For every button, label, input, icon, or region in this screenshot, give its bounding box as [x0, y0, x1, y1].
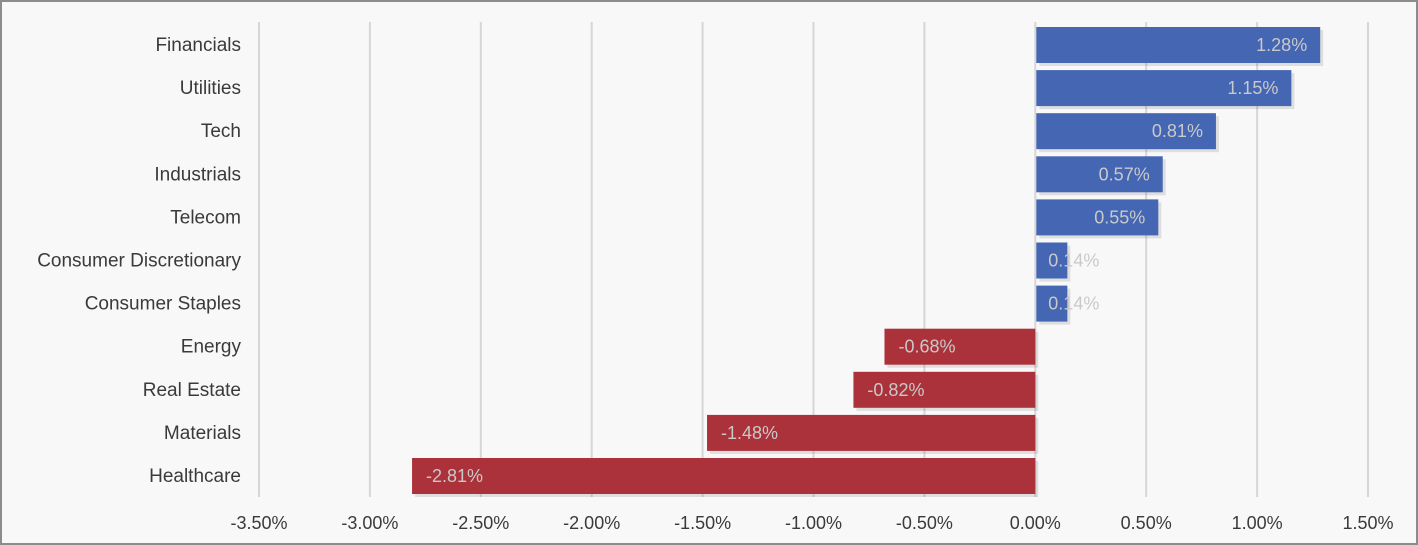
bar [1036, 27, 1321, 63]
data-label: 0.57% [1099, 164, 1150, 184]
value-axis: -3.50% -3.00% -2.50% -2.00% -1.50% -1.00% -0.5… [230, 513, 1393, 533]
x-tick-label: -2.00% [563, 513, 620, 533]
data-label: -0.68% [898, 337, 955, 357]
data-label: 1.28% [1256, 35, 1307, 55]
data-label: -0.82% [867, 380, 924, 400]
data-label: 0.14% [1048, 294, 1099, 314]
x-tick-label: -1.00% [785, 513, 842, 533]
category-label: Telecom [170, 207, 241, 228]
category-label: Utilities [180, 78, 241, 99]
category-label: Industrials [154, 164, 241, 185]
bar [1036, 113, 1216, 150]
data-label: -2.81% [426, 466, 483, 486]
bar [1036, 285, 1068, 322]
category-label: Tech [201, 121, 241, 142]
bar [1036, 242, 1068, 279]
bar [853, 371, 1036, 408]
data-label: 0.81% [1152, 121, 1203, 141]
category-axis: Financials Utilities Tech Industrials Teleco… [37, 35, 241, 487]
bars [412, 27, 1324, 497]
bar [412, 458, 1036, 494]
x-tick-label: -3.50% [230, 513, 287, 533]
bar [1036, 70, 1292, 107]
x-tick-label: 0.00% [1010, 513, 1061, 533]
data-label: -1.48% [721, 423, 778, 443]
category-label: Consumer Discretionary [37, 251, 241, 272]
x-tick-label: -3.00% [341, 513, 398, 533]
data-labels: 1.28% 1.15% 0.81% 0.57% 0.55% 0.14% 0.14% -0.68… [426, 35, 1307, 486]
bar [1036, 199, 1159, 236]
x-tick-label: -1.50% [674, 513, 731, 533]
data-label: 0.14% [1048, 251, 1099, 271]
category-label: Healthcare [149, 466, 241, 487]
category-label: Financials [155, 35, 241, 56]
bar [707, 414, 1036, 451]
category-label: Consumer Staples [85, 294, 241, 315]
x-tick-label: 0.50% [1121, 513, 1172, 533]
bar [884, 328, 1036, 365]
category-label: Real Estate [143, 380, 241, 401]
x-tick-label: 1.50% [1342, 513, 1393, 533]
data-label: 1.15% [1227, 78, 1278, 98]
data-label: 0.55% [1094, 207, 1145, 227]
category-label: Energy [181, 337, 242, 358]
x-tick-label: -2.50% [452, 513, 509, 533]
bar [1036, 156, 1163, 193]
gridlines [258, 22, 1369, 497]
category-label: Materials [164, 423, 241, 444]
x-tick-label: 1.00% [1232, 513, 1283, 533]
x-tick-label: -0.50% [896, 513, 953, 533]
